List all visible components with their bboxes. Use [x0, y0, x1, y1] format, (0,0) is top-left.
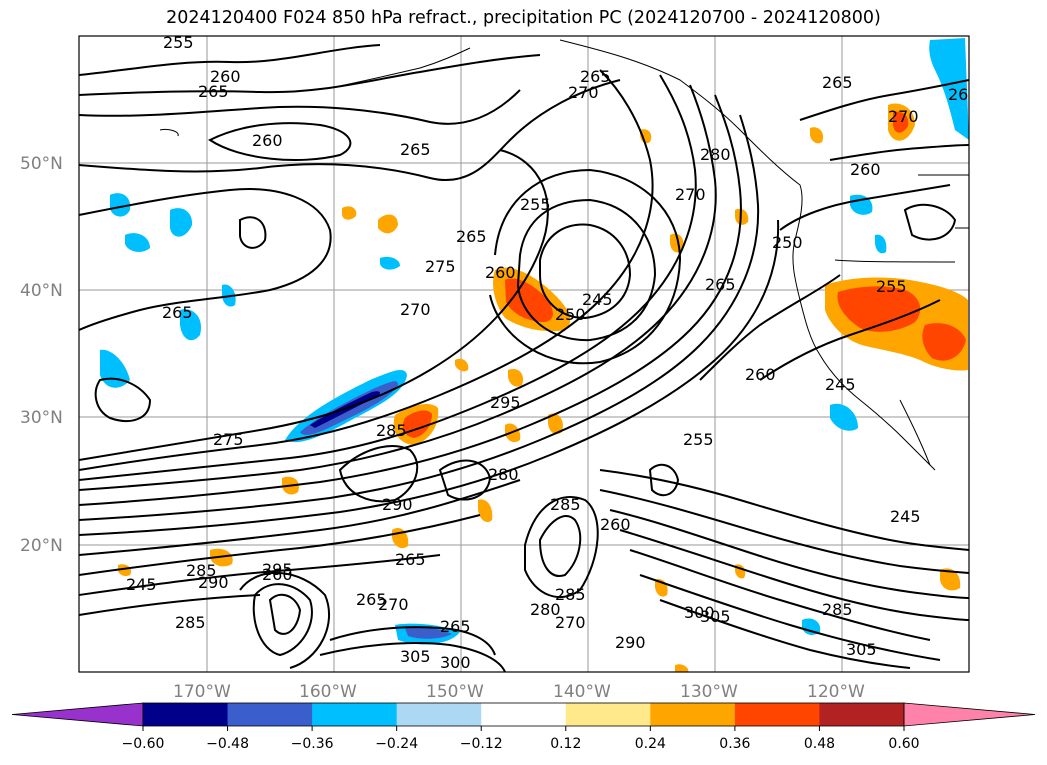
colorbar-tick-label: 0.48	[804, 736, 835, 752]
contour-label: 255	[520, 195, 551, 214]
contour-label: 255	[163, 33, 194, 52]
contour-label: 260	[262, 565, 293, 584]
contour-label: 255	[876, 277, 907, 296]
contour-label: 290	[382, 495, 413, 514]
colorbar-segment	[734, 703, 820, 726]
contour-label: 250	[772, 233, 803, 252]
colorbar-tick-label: −0.24	[375, 736, 418, 752]
contour-label: 250	[555, 305, 586, 324]
map-frame	[78, 35, 970, 673]
contour-label: 275	[425, 257, 456, 276]
colorbar-tick-label: 0.24	[635, 736, 666, 752]
contour-label: 270	[555, 613, 586, 632]
contour-labels: 255 260 265 260 265 270 265 280 270 265 …	[126, 33, 979, 672]
colorbar-tick-label: −0.60	[122, 736, 165, 752]
contour-label: 275	[213, 430, 244, 449]
contour-label: 290	[615, 633, 646, 652]
colorbar-tick-label: 0.36	[719, 736, 750, 752]
map-content: 255 260 265 260 265 270 265 280 270 265 …	[79, 33, 979, 672]
lon-label-170w: 170°W	[173, 682, 231, 702]
contour-label: 285	[550, 495, 581, 514]
contour-label: 285	[822, 600, 853, 619]
contour-label: 245	[890, 507, 921, 526]
contour-label: 260	[485, 263, 516, 282]
contour-label: 270	[888, 107, 919, 126]
contour-label: 300	[440, 653, 471, 672]
contour-label: 265	[356, 590, 387, 609]
lon-label-140w: 140°W	[553, 682, 611, 702]
contour-label: 300	[684, 603, 715, 622]
contour-label: 245	[126, 575, 157, 594]
contour-label: 265	[456, 227, 487, 246]
contour-label: 245	[825, 375, 856, 394]
contour-label: 290	[198, 573, 229, 592]
contour-label: 260	[252, 131, 283, 150]
contour-label: 265	[440, 617, 471, 636]
contour-label: 295	[262, 560, 293, 579]
contour-label: 265	[198, 82, 229, 101]
lat-label-20n: 20°N	[20, 536, 63, 556]
lat-label-50n: 50°N	[20, 154, 63, 174]
contour-label: 270	[400, 300, 431, 319]
contour-label: 280	[488, 465, 519, 484]
colorbar-segment	[227, 703, 313, 726]
lat-label-40n: 40°N	[20, 281, 63, 301]
colorbar-outline	[142, 702, 905, 727]
contour-label: 305	[846, 640, 877, 659]
contour-label: 255	[683, 430, 714, 449]
lon-label-130w: 130°W	[680, 682, 738, 702]
contour-label: 265	[705, 275, 736, 294]
colorbar-segment	[396, 703, 482, 726]
colorbar: −0.60 −0.48 −0.36 −0.24 −0.12 0.12 0.24 0.36 0.4…	[11, 702, 1036, 752]
contour-label: 260	[745, 365, 776, 384]
lon-label-160w: 160°W	[299, 682, 357, 702]
contour-label: 260	[850, 160, 881, 179]
colorbar-extend-min	[11, 702, 144, 727]
contour-label: 270	[675, 185, 706, 204]
contour-label: 265	[162, 303, 193, 322]
contour-label: 265	[580, 67, 611, 86]
contour-label: 285	[555, 585, 586, 604]
colorbar-tick-label: 0.60	[888, 736, 919, 752]
contour-label: 265	[395, 550, 426, 569]
lon-label-150w: 150°W	[426, 682, 484, 702]
colorbar-segment	[312, 703, 398, 726]
contour-label: 245	[582, 290, 613, 309]
colorbar-segment	[481, 703, 567, 726]
contour-label: 280	[700, 145, 731, 164]
contour-label: 295	[490, 393, 521, 412]
colorbar-tick-label: −0.48	[206, 736, 249, 752]
colorbar-tick-label: 0.12	[550, 736, 581, 752]
colorbar-segment	[143, 703, 229, 726]
colorbar-segment	[650, 703, 736, 726]
contour-label: 285	[376, 421, 407, 440]
contour-label: 265	[400, 140, 431, 159]
refractivity-contours	[79, 44, 969, 672]
lon-label-120w: 120°W	[807, 682, 865, 702]
colorbar-segment	[565, 703, 651, 726]
contour-label: 280	[530, 600, 561, 619]
contour-label: 265	[948, 85, 979, 104]
colorbar-tick-label: −0.12	[460, 736, 503, 752]
precip-shading	[100, 38, 969, 672]
contour-label: 260	[600, 515, 631, 534]
contour-label: 305	[400, 647, 431, 666]
lat-label-30n: 30°N	[20, 408, 63, 428]
contour-label: 270	[378, 595, 409, 614]
colorbar-segment	[819, 703, 905, 726]
contour-label: 260	[210, 67, 241, 86]
contour-label: 285	[175, 613, 206, 632]
graticule	[79, 36, 969, 672]
colorbar-tick-label: −0.36	[291, 736, 334, 752]
contour-label: 270	[568, 83, 599, 102]
colorbar-extend-max	[903, 702, 1036, 727]
contour-label: 285	[186, 561, 217, 580]
map-title: 2024120400 F024 850 hPa refract., precip…	[166, 8, 881, 28]
contour-label: 305	[700, 607, 731, 626]
contour-label: 265	[822, 73, 853, 92]
